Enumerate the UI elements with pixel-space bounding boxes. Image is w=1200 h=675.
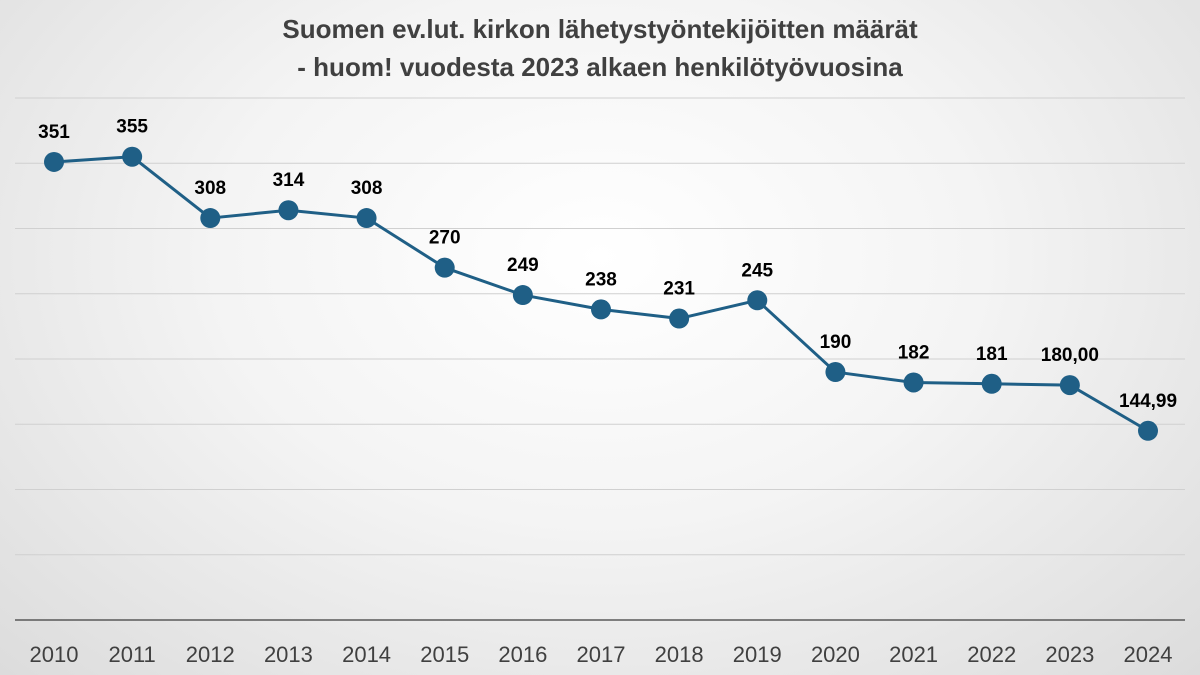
data-label-2024: 144,99: [1119, 391, 1177, 412]
data-point-2017: [591, 299, 611, 320]
data-points: [44, 146, 1158, 441]
data-label-2010: 351: [38, 122, 70, 143]
x-tick-label-2023: 2023: [1045, 642, 1094, 667]
data-point-2024: [1138, 420, 1158, 441]
data-label-2016: 249: [507, 255, 539, 276]
data-point-2022: [981, 373, 1002, 394]
x-tick-label-2018: 2018: [655, 642, 704, 667]
data-label-2022: 181: [976, 344, 1008, 365]
x-tick-label-2013: 2013: [264, 642, 313, 667]
data-label-2020: 190: [820, 332, 852, 353]
data-labels: 351 355 308 314 308 270 249 238 231 245 190 182 181 1…: [38, 117, 1177, 412]
x-tick-label-2012: 2012: [186, 642, 235, 667]
data-label-2018: 231: [663, 279, 695, 300]
data-point-2021: [903, 372, 924, 393]
x-tick-labels: 2010 2011 2012 2013 2014 2015 2016 2017 2018 2019…: [30, 642, 1173, 667]
data-label-2014: 308: [351, 178, 383, 199]
x-tick-label-2022: 2022: [967, 642, 1016, 667]
x-tick-label-2024: 2024: [1124, 642, 1173, 667]
x-tick-label-2016: 2016: [498, 642, 547, 667]
x-tick-label-2019: 2019: [733, 642, 782, 667]
data-point-2014: [356, 208, 377, 229]
data-label-2017: 238: [585, 269, 617, 290]
data-point-2020: [825, 362, 846, 383]
data-point-2016: [512, 285, 533, 306]
data-label-2015: 270: [429, 228, 461, 249]
x-tick-label-2020: 2020: [811, 642, 860, 667]
chart-title-block: Suomen ev.lut. kirkon lähetystyöntekijöi…: [0, 10, 1200, 86]
data-label-2013: 314: [273, 170, 305, 191]
x-tick-label-2014: 2014: [342, 642, 391, 667]
data-label-2011: 355: [116, 117, 148, 138]
x-tick-label-2015: 2015: [420, 642, 469, 667]
data-point-2010: [44, 151, 64, 172]
data-label-2021: 182: [898, 342, 930, 363]
data-point-2018: [669, 308, 690, 329]
data-label-2023: 180,00: [1041, 345, 1099, 366]
x-tick-label-2010: 2010: [30, 642, 79, 667]
chart-title: Suomen ev.lut. kirkon lähetystyöntekijöi…: [282, 14, 918, 44]
x-tick-label-2011: 2011: [108, 642, 155, 667]
data-point-2015: [434, 257, 455, 278]
data-point-2012: [200, 208, 221, 229]
data-point-2011: [122, 146, 143, 167]
data-point-2023: [1059, 375, 1080, 396]
chart-subtitle: - huom! vuodesta 2023 alkaen henkilötyöv…: [297, 52, 903, 82]
data-point-2013: [278, 200, 299, 221]
data-label-2019: 245: [741, 260, 773, 281]
gridlines: [15, 97, 1185, 556]
x-tick-label-2017: 2017: [577, 642, 626, 667]
x-tick-label-2021: 2021: [889, 642, 938, 667]
data-label-2012: 308: [194, 178, 226, 199]
data-point-2019: [747, 290, 768, 311]
